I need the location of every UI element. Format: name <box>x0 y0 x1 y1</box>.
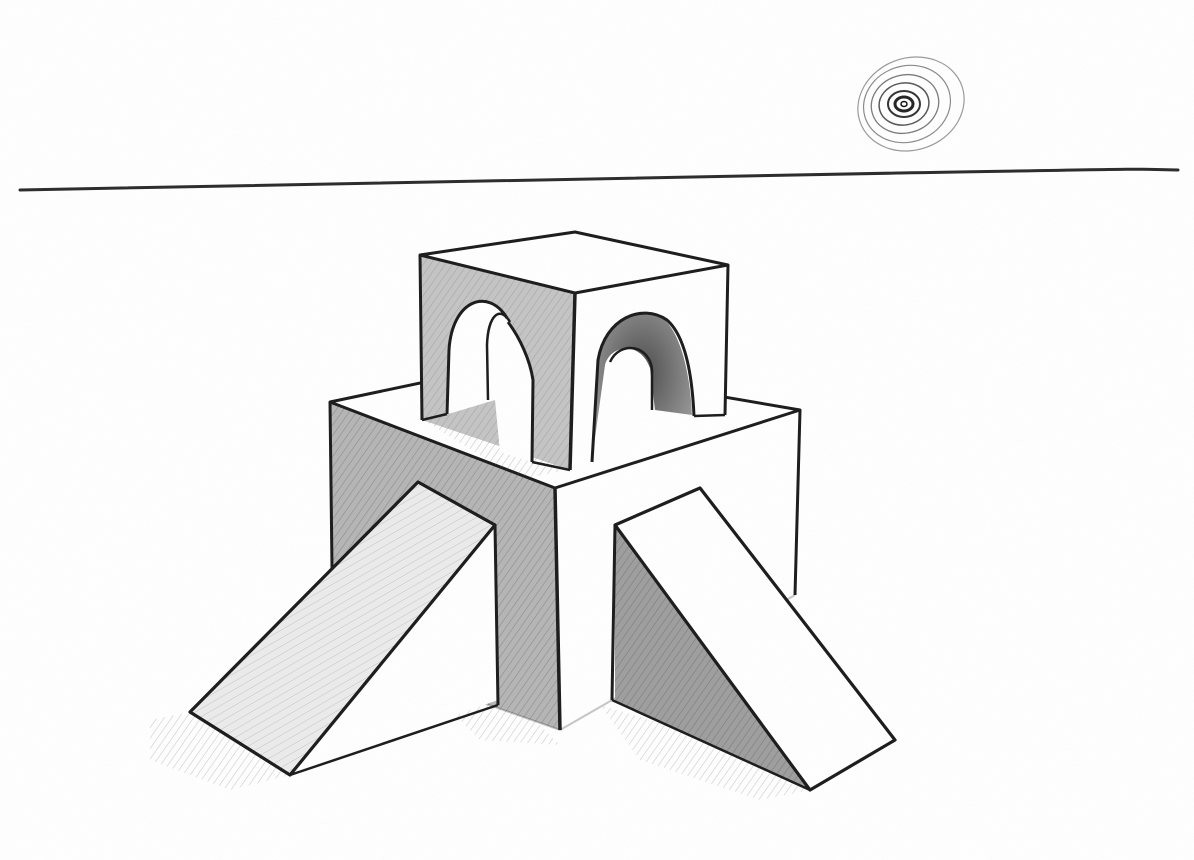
sketch-canvas <box>0 0 1194 860</box>
paper-grain <box>0 0 1194 860</box>
pencil-sketch-scene <box>0 0 1194 860</box>
